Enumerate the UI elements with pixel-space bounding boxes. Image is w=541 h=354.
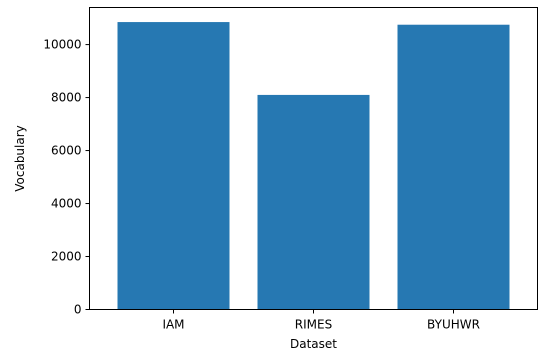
- y-tick-label: 8000: [51, 91, 82, 105]
- y-axis-ticks: 0 2000 4000 6000 8000 10000: [43, 38, 90, 317]
- y-tick-label: 2000: [51, 250, 82, 264]
- y-tick-label: 6000: [51, 144, 82, 158]
- bar-iam: [117, 22, 230, 310]
- y-tick-label: 0: [74, 303, 82, 317]
- y-tick-label: 4000: [51, 197, 82, 211]
- x-tick-label: IAM: [162, 318, 184, 332]
- bars-group: [117, 22, 510, 310]
- bar-rimes: [257, 94, 370, 310]
- x-axis-label: Dataset: [290, 337, 337, 351]
- bar-byuhwr: [397, 24, 510, 310]
- x-tick-label: RIMES: [295, 318, 332, 332]
- plot-frame: [89, 7, 538, 310]
- x-axis-ticks: IAM RIMES BYUHWR: [162, 309, 480, 332]
- x-tick-label: BYUHWR: [427, 318, 480, 332]
- y-axis-label: Vocabulary: [13, 125, 27, 192]
- y-tick-label: 10000: [43, 38, 81, 52]
